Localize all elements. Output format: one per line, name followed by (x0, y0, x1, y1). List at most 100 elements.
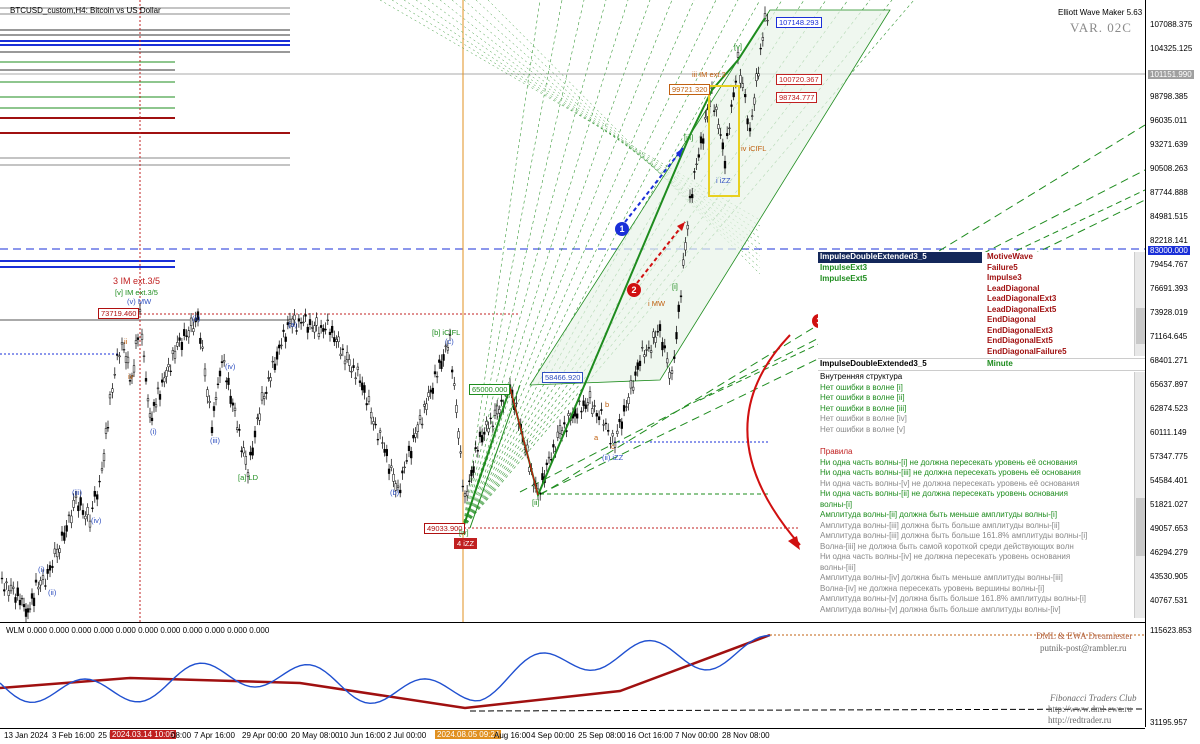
time-tick: 7 Nov 00:00 (675, 731, 719, 740)
panel-rule-11: Волна-[iv] не должна пересекать уровень … (820, 583, 1045, 593)
candle-body (58, 548, 61, 553)
panel-scrollbar-thumb-top[interactable] (1136, 308, 1145, 344)
candle-body (180, 342, 184, 350)
fib-fan-line (462, 0, 695, 529)
price-tick: 40767.531 (1150, 596, 1188, 605)
candle-body (122, 348, 126, 351)
wlm-line-blue (0, 634, 771, 705)
watermark-dml-url: http://www.dml-ewa.ru (1048, 704, 1132, 714)
candle-body (440, 361, 443, 369)
panel-type-leaddiagonalext3[interactable]: LeadDiagonalExt3 (987, 294, 1057, 303)
candle-body (361, 382, 364, 391)
candle-body (51, 565, 54, 568)
candle-body (22, 604, 26, 608)
candle-body (489, 417, 492, 420)
panel-type-motivewave[interactable]: MotiveWave (987, 252, 1033, 261)
wave-label-a-ld: [a] LD (238, 473, 259, 482)
panel-rule-5: Амплитуда волны-[ii] должна быть меньше … (820, 510, 1058, 519)
candle-body (91, 507, 94, 509)
candle-body (652, 331, 655, 338)
channel-line (699, 189, 1145, 401)
candle-body (704, 117, 707, 120)
candle-body (118, 355, 121, 358)
panel-type-enddiagonal[interactable]: EndDiagonal (987, 315, 1036, 324)
ind-tick-top: 115623.853 (1150, 626, 1192, 635)
price-tick: 84981.515 (1150, 212, 1188, 221)
candle-body (399, 489, 402, 494)
candle-body (130, 375, 134, 378)
time-tick: 29 Apr 00:00 (242, 731, 288, 740)
candle-body (611, 433, 614, 437)
candle-body (442, 354, 445, 361)
main-chart[interactable]: BTCUSD_custom,H4: Bitcoin vs US Dollar E… (0, 0, 1145, 623)
price-axis[interactable]: 107088.375 104325.125 101151.990 98798.3… (1145, 0, 1200, 727)
indicator-subwindow[interactable]: WLM 0.000 0.000 0.000 0.000 0.000 0.000 … (0, 623, 1145, 727)
candle-body (9, 584, 13, 592)
arrow-line-1 (624, 147, 684, 223)
candle-body (695, 163, 698, 166)
time-badge-march: 2024.03.14 10:05 (110, 730, 177, 739)
price-box-65000: 65000.000 (469, 384, 511, 395)
candle-body (5, 581, 8, 584)
candle-body (604, 422, 608, 425)
candle-body (317, 333, 321, 337)
candle-body (324, 328, 327, 331)
candle-body (196, 311, 200, 320)
candle-body (96, 494, 99, 500)
candle-body (111, 388, 114, 393)
candle-body (208, 400, 211, 403)
price-tick: 98798.385 (1150, 92, 1188, 101)
panel-item-impulseext3[interactable]: ImpulseExt3 (820, 263, 868, 272)
panel-structure-item-1: Нет ошибки в волне [i] (820, 382, 903, 392)
candle-body (44, 585, 47, 587)
candle-body (333, 337, 336, 343)
candle-body (74, 495, 78, 499)
candle-body (390, 465, 393, 468)
candle-body (265, 391, 268, 394)
candle-body (12, 586, 15, 589)
candle-body (216, 383, 220, 386)
candle-body (26, 608, 30, 613)
panel-selected-item[interactable]: ImpulseDoubleExtended3_5 (820, 252, 927, 261)
candle-body (24, 608, 28, 617)
candle-body (498, 409, 501, 414)
panel-scrollbar-thumb-bottom[interactable] (1136, 498, 1145, 556)
watermark-ftc: Fibonacci Traders Club (1050, 693, 1137, 703)
candle-body (586, 402, 590, 406)
wave-label-b-small: b (605, 400, 610, 409)
price-chart-svg[interactable] (0, 0, 1145, 622)
panel-type-leaddiagonal[interactable]: LeadDiagonal (987, 283, 1040, 293)
candle-body (670, 370, 674, 374)
candle-body (240, 450, 243, 452)
panel-type-enddiagonalext3[interactable]: EndDiagonalExt3 (987, 325, 1053, 335)
panel-rule-9b: волны-[iii] (820, 562, 856, 572)
panel-rule-2: Ни одна часть волны-[iii] не должна пере… (820, 468, 1081, 477)
wave-panel[interactable]: ImpulseDoubleExtended3_5 ImpulseExt3 Imp… (818, 252, 1145, 622)
candle-body (308, 319, 312, 325)
candle-body (600, 409, 603, 411)
candle-body (567, 413, 570, 416)
candle-body (385, 449, 388, 457)
candle-body (173, 350, 177, 359)
panel-rule-6: Амплитуда волны-[iii] должна быть больше… (820, 520, 1060, 530)
panel-scrollbar-bottom[interactable] (1134, 372, 1145, 618)
candle-body (541, 473, 544, 481)
wave-label-c: (c) (445, 337, 454, 346)
candle-body (218, 370, 222, 377)
panel-type-failure5[interactable]: Failure5 (987, 262, 1018, 272)
panel-type-enddiagonalext5[interactable]: EndDiagonalExt5 (987, 336, 1053, 345)
time-axis[interactable]: 13 Jan 2024 3 Feb 16:00 25 F 2024.03.14 … (0, 728, 1145, 744)
panel-type-enddiagonalfailure5[interactable]: EndDiagonalFailure5 (987, 346, 1067, 356)
panel-scrollbar-top[interactable] (1134, 252, 1145, 356)
panel-type-impulse3[interactable]: Impulse3 (987, 273, 1022, 282)
candle-body (315, 317, 318, 326)
candle-body (370, 412, 373, 419)
candle-body (299, 322, 303, 324)
candle-body (7, 590, 10, 596)
candle-body (560, 430, 564, 435)
candle-body (231, 402, 234, 406)
price-tick: 96035.011 (1150, 116, 1188, 125)
wave-label-v-mw: (v) MW (127, 297, 152, 306)
panel-item-impulseext5[interactable]: ImpulseExt5 (820, 273, 868, 283)
panel-type-leaddiagonalext5[interactable]: LeadDiagonalExt5 (987, 304, 1057, 314)
